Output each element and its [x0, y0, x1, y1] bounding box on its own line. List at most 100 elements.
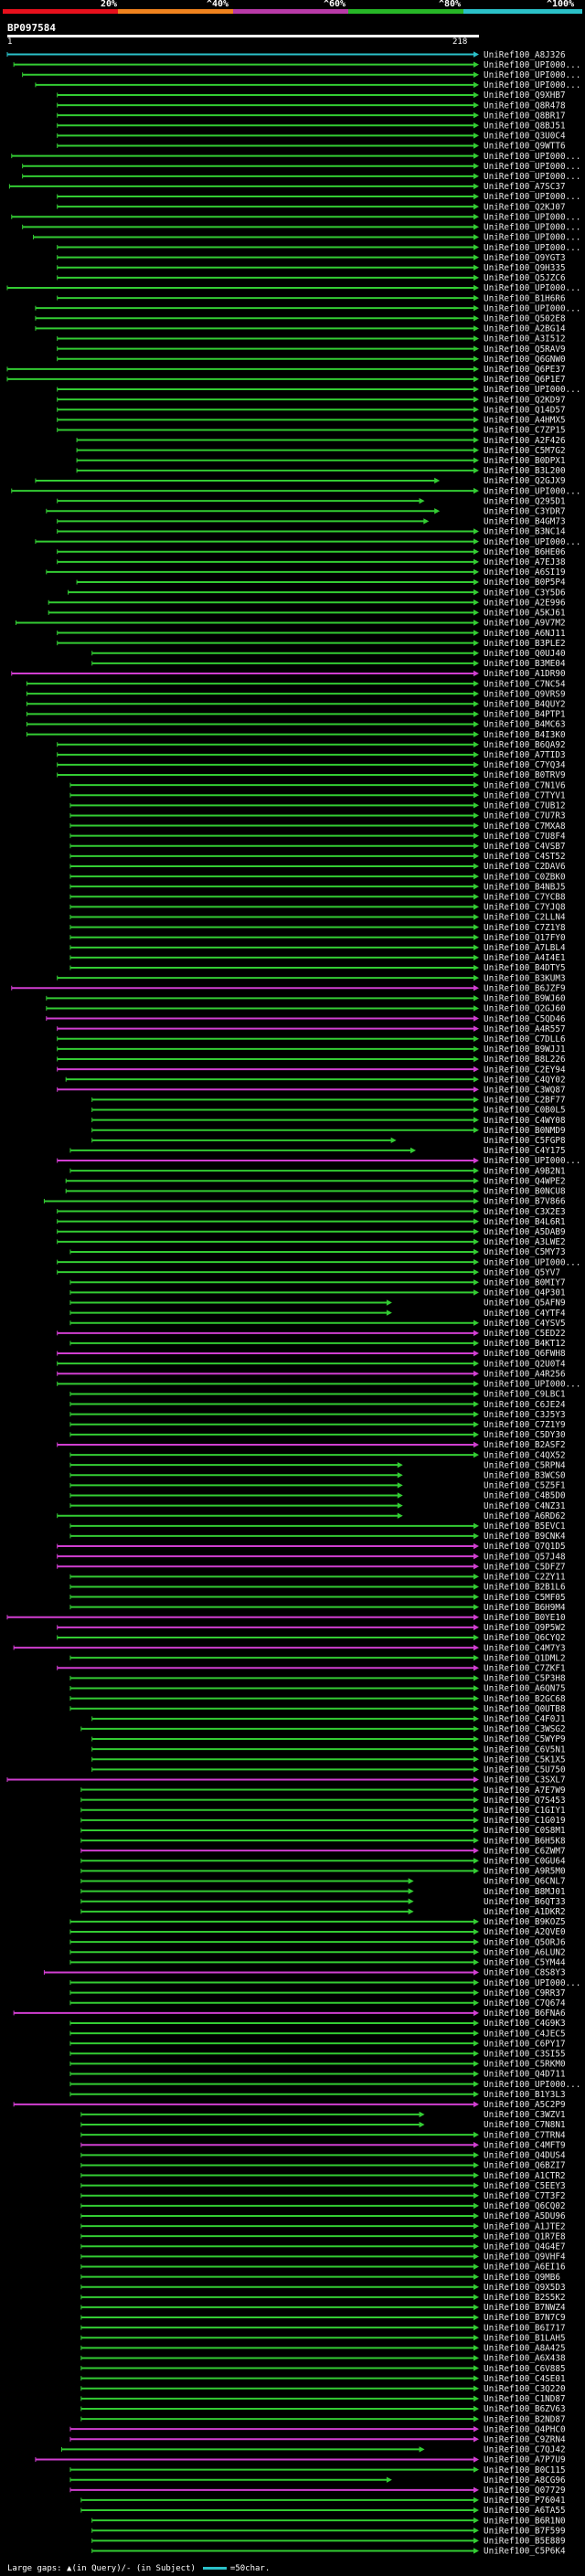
- hit-label[interactable]: UniRef100_Q6FWH8: [484, 1349, 566, 1359]
- hit-label[interactable]: UniRef100_Q9VHF4: [484, 2253, 566, 2263]
- hit-label[interactable]: UniRef100_A2E996: [484, 598, 566, 608]
- hit-label[interactable]: UniRef100_C7Z1Y8: [484, 923, 566, 933]
- hit-label[interactable]: UniRef100_UPI000...: [484, 192, 580, 202]
- hit-label[interactable]: UniRef100_B2ND87: [484, 2414, 566, 2424]
- hit-label[interactable]: UniRef100_UPI000...: [484, 2080, 580, 2090]
- hit-label[interactable]: UniRef100_UPI000...: [484, 60, 580, 70]
- hit-label[interactable]: UniRef100_Q3U0C4: [484, 132, 566, 142]
- hit-label[interactable]: UniRef100_B1Y3L3: [484, 2090, 566, 2100]
- hit-label[interactable]: UniRef100_B1LAH5: [484, 2333, 566, 2343]
- hit-label[interactable]: UniRef100_B6R1N0: [484, 2516, 566, 2526]
- hit-label[interactable]: UniRef100_A4R557: [484, 1024, 566, 1034]
- hit-label[interactable]: UniRef100_C5K1X5: [484, 1754, 566, 1765]
- hit-label[interactable]: UniRef100_B0NCU8: [484, 1187, 566, 1197]
- hit-label[interactable]: UniRef100_C5DY30: [484, 1430, 566, 1440]
- hit-label[interactable]: UniRef100_B7N7C9: [484, 2313, 566, 2323]
- hit-label[interactable]: UniRef100_Q7S453: [484, 1796, 566, 1806]
- hit-label[interactable]: UniRef100_C4YSV5: [484, 1319, 566, 1329]
- hit-label[interactable]: UniRef100_C5M7G2: [484, 446, 566, 456]
- hit-label[interactable]: UniRef100_C7YCB8: [484, 892, 566, 902]
- hit-label[interactable]: UniRef100_C7TRN4: [484, 2130, 566, 2140]
- hit-label[interactable]: UniRef100_Q4PHC0: [484, 2424, 566, 2434]
- hit-label[interactable]: UniRef100_Q6GNW0: [484, 355, 566, 365]
- hit-label[interactable]: UniRef100_C4B5D0: [484, 1491, 566, 1501]
- hit-label[interactable]: UniRef100_Q9MB6: [484, 2273, 560, 2283]
- hit-label[interactable]: UniRef100_C4NZ31: [484, 1501, 566, 1511]
- hit-label[interactable]: UniRef100_UPI000...: [484, 233, 580, 243]
- hit-label[interactable]: UniRef100_C6PY17: [484, 2039, 566, 2049]
- hit-label[interactable]: UniRef100_B4KT12: [484, 1339, 566, 1349]
- hit-label[interactable]: UniRef100_B4GM73: [484, 517, 566, 527]
- hit-label[interactable]: UniRef100_Q2GJ60: [484, 1004, 566, 1014]
- hit-label[interactable]: UniRef100_B9WJJ1: [484, 1044, 566, 1055]
- hit-label[interactable]: UniRef100_C2EY94: [484, 1065, 566, 1075]
- hit-label[interactable]: UniRef100_Q4WPE2: [484, 1176, 566, 1186]
- hit-label[interactable]: UniRef100_B4MC63: [484, 720, 566, 730]
- hit-label[interactable]: UniRef100_B3WCS0: [484, 1470, 566, 1480]
- hit-label[interactable]: UniRef100_Q9VRS9: [484, 689, 566, 699]
- hit-label[interactable]: UniRef100_C7N1V6: [484, 780, 566, 790]
- hit-label[interactable]: UniRef100_C5ED22: [484, 1329, 566, 1339]
- hit-label[interactable]: UniRef100_UPI000...: [484, 537, 580, 547]
- hit-label[interactable]: UniRef100_A5DAB9: [484, 1227, 566, 1237]
- hit-label[interactable]: UniRef100_UPI000...: [484, 1257, 580, 1267]
- hit-label[interactable]: UniRef100_B9KOZ5: [484, 1917, 566, 1927]
- hit-label[interactable]: UniRef100_B4I3K0: [484, 730, 566, 740]
- hit-label[interactable]: UniRef100_C2DAV6: [484, 862, 566, 872]
- hit-label[interactable]: UniRef100_A1JTE2: [484, 2221, 566, 2231]
- hit-label[interactable]: UniRef100_C7QJ42: [484, 2445, 566, 2455]
- hit-label[interactable]: UniRef100_B3KUM3: [484, 973, 566, 983]
- hit-label[interactable]: UniRef100_A5C2P9: [484, 2100, 566, 2110]
- hit-label[interactable]: UniRef100_UPI000...: [484, 223, 580, 233]
- hit-label[interactable]: UniRef100_UPI000...: [484, 80, 580, 90]
- hit-label[interactable]: UniRef100_Q5AFN9: [484, 1299, 566, 1309]
- hit-label[interactable]: UniRef100_UPI000...: [484, 303, 580, 313]
- hit-label[interactable]: UniRef100_B3NC14: [484, 527, 566, 537]
- hit-label[interactable]: UniRef100_Q0UJ40: [484, 649, 566, 659]
- hit-label[interactable]: UniRef100_C7ZP15: [484, 426, 566, 436]
- hit-label[interactable]: UniRef100_B3PLE2: [484, 639, 566, 649]
- hit-label[interactable]: UniRef100_A8J326: [484, 50, 566, 60]
- hit-label[interactable]: UniRef100_C5P3H8: [484, 1674, 566, 1684]
- hit-label[interactable]: UniRef100_B4L6R1: [484, 1217, 566, 1227]
- hit-label[interactable]: UniRef100_Q14D57: [484, 405, 566, 415]
- hit-label[interactable]: UniRef100_A6LUN2: [484, 1947, 566, 1957]
- hit-label[interactable]: UniRef100_B0P5P4: [484, 578, 566, 588]
- hit-label[interactable]: UniRef100_A9R5M0: [484, 1867, 566, 1877]
- hit-label[interactable]: UniRef100_Q2KJ07: [484, 202, 566, 212]
- hit-label[interactable]: UniRef100_Q9YGT3: [484, 253, 566, 263]
- hit-label[interactable]: UniRef100_A2BG14: [484, 324, 566, 334]
- hit-label[interactable]: UniRef100_C4QY02: [484, 1075, 566, 1085]
- hit-label[interactable]: UniRef100_B2ASF2: [484, 1440, 566, 1450]
- hit-label[interactable]: UniRef100_C6V5N1: [484, 1744, 566, 1754]
- hit-label[interactable]: UniRef100_B6FNA6: [484, 2009, 566, 2019]
- hit-label[interactable]: UniRef100_C4G9K3: [484, 2019, 566, 2029]
- hit-label[interactable]: UniRef100_C4MFT9: [484, 2140, 566, 2150]
- hit-label[interactable]: UniRef100_A8A425: [484, 2344, 566, 2354]
- hit-label[interactable]: UniRef100_B5EVC1: [484, 1521, 566, 1532]
- hit-label[interactable]: UniRef100_C5FGP8: [484, 1136, 566, 1146]
- hit-label[interactable]: UniRef100_C5EEY3: [484, 2181, 566, 2191]
- hit-label[interactable]: UniRef100_C4M7Y3: [484, 1643, 566, 1653]
- hit-label[interactable]: UniRef100_A6EI16: [484, 2263, 566, 2273]
- hit-label[interactable]: UniRef100_A9B2N1: [484, 1166, 566, 1176]
- hit-label[interactable]: UniRef100_B6ZV63: [484, 2404, 566, 2414]
- hit-label[interactable]: UniRef100_Q5YV7: [484, 1267, 560, 1277]
- hit-label[interactable]: UniRef100_B4DTY5: [484, 963, 566, 973]
- hit-label[interactable]: UniRef100_A8CG96: [484, 2475, 566, 2486]
- hit-label[interactable]: UniRef100_C7T3F2: [484, 2191, 566, 2201]
- hit-label[interactable]: UniRef100_C5WYP9: [484, 1734, 566, 1744]
- hit-label[interactable]: UniRef100_C5U750: [484, 1765, 566, 1776]
- hit-label[interactable]: UniRef100_Q4D711: [484, 2070, 566, 2080]
- hit-label[interactable]: UniRef100_Q4DUS4: [484, 2151, 566, 2161]
- hit-label[interactable]: UniRef100_C4ST52: [484, 852, 566, 862]
- hit-label[interactable]: UniRef100_Q8R478: [484, 101, 566, 111]
- hit-label[interactable]: UniRef100_B6H9M4: [484, 1603, 566, 1613]
- hit-label[interactable]: UniRef100_C3SI55: [484, 2049, 566, 2059]
- hit-label[interactable]: UniRef100_C7NC54: [484, 679, 566, 689]
- hit-label[interactable]: UniRef100_C7YQ34: [484, 760, 566, 770]
- hit-label[interactable]: UniRef100_C6JE24: [484, 1400, 566, 1410]
- hit-label[interactable]: UniRef100_C3Y5D6: [484, 588, 566, 598]
- hit-label[interactable]: UniRef100_B0DPX1: [484, 456, 566, 466]
- hit-label[interactable]: UniRef100_Q6CYQ2: [484, 1633, 566, 1643]
